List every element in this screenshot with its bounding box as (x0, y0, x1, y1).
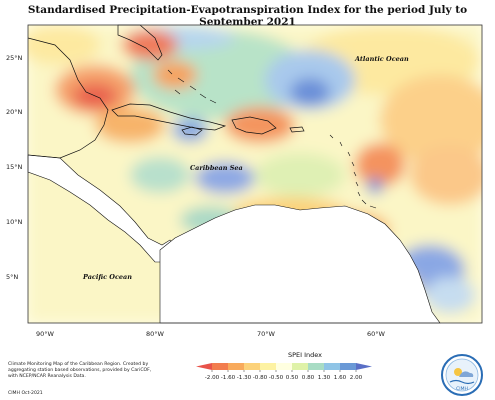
lat-tick-label: 10°N (6, 218, 23, 226)
legend-swatch (324, 363, 341, 370)
longitude-axis: 90°W 80°W 70°W 60°W (36, 330, 386, 338)
legend-tick-label: -0.80 (253, 375, 268, 381)
credit-date: CIMH Oct-2021 (8, 391, 43, 396)
latitude-axis: 25°N 20°N 15°N 10°N 5°N (6, 54, 23, 281)
label-caribbean-sea: Caribbean Sea (190, 164, 243, 172)
lat-tick-label: 25°N (6, 54, 23, 62)
cimh-logo-icon: CIMH (441, 354, 483, 396)
label-atlantic-ocean: Atlantic Ocean (354, 55, 409, 63)
legend-swatch (196, 363, 212, 370)
legend-swatch (340, 363, 357, 370)
legend-tick-label: -0.50 (269, 375, 284, 381)
lat-tick-label: 5°N (6, 273, 18, 281)
legend-tick-label: 1.30 (318, 375, 331, 381)
land-masses (27, 24, 441, 324)
legend-tick-label: -1.30 (237, 375, 252, 381)
legend-swatch (244, 363, 261, 370)
lat-tick-label: 15°N (6, 163, 23, 171)
legend-swatch (292, 363, 309, 370)
lon-tick-label: 60°W (367, 330, 386, 338)
legend-title: SPEI Index (287, 351, 323, 359)
legend-swatch (260, 363, 277, 370)
legend-swatch (276, 363, 293, 370)
lon-tick-label: 90°W (36, 330, 55, 338)
legend-swatch (212, 363, 229, 370)
credit-text: Climate Monitoring Map of the Caribbean … (8, 362, 152, 379)
legend-tick-label: -2.00 (205, 375, 220, 381)
label-pacific-ocean: Pacific Ocean (82, 273, 132, 281)
spei-legend: -2.00 -1.60 -1.30 -0.80 -0.50 0.50 0.80 1.30 1.6… (196, 363, 372, 381)
legend-swatch (356, 363, 372, 370)
legend-swatch (308, 363, 325, 370)
legend-tick-label: 1.60 (334, 375, 347, 381)
legend-tick-label: -1.60 (221, 375, 236, 381)
lon-tick-label: 70°W (257, 330, 276, 338)
logo-text: CIMH (456, 386, 468, 392)
legend-swatch (228, 363, 245, 370)
map-frame (27, 24, 483, 324)
lat-tick-label: 20°N (6, 108, 23, 116)
legend-tick-label: 0.80 (302, 375, 315, 381)
legend-tick-label: 0.50 (286, 375, 299, 381)
legend-tick-label: 2.00 (350, 375, 363, 381)
lon-tick-label: 80°W (146, 330, 165, 338)
place-labels: Atlantic Ocean Caribbean Sea Pacific Oce… (82, 55, 409, 281)
